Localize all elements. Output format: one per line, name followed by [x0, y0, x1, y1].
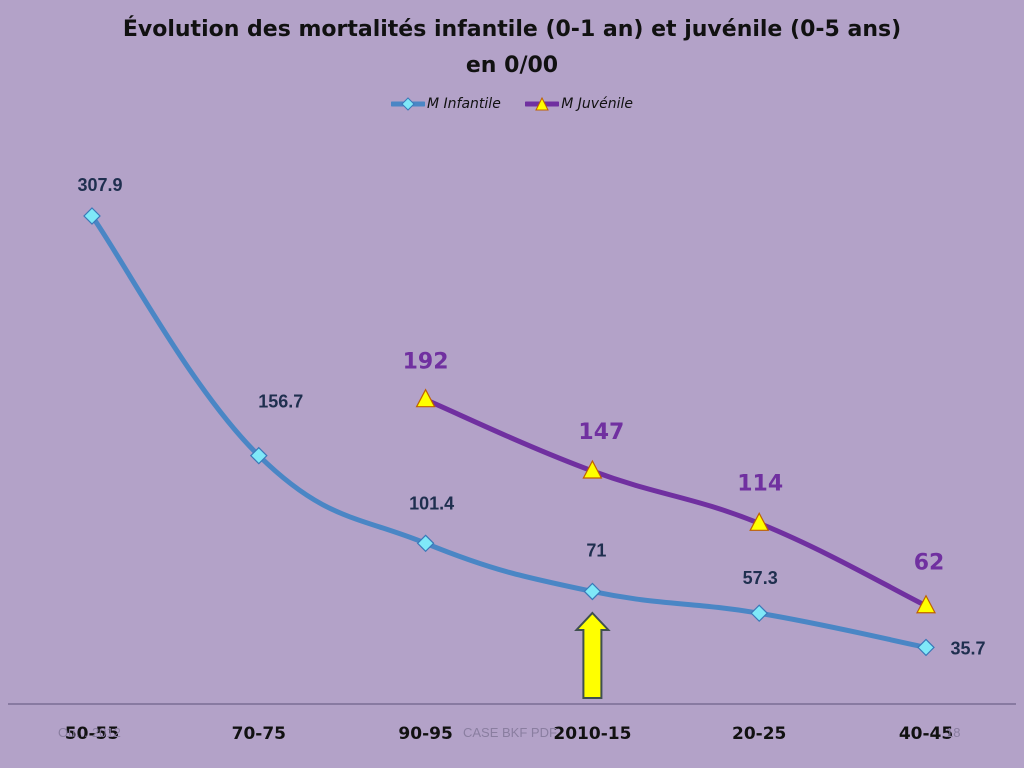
- data-point-juvenile: [916, 594, 936, 614]
- data-label-juvenile: 192: [403, 350, 449, 375]
- x-tick-label: 70-75: [232, 724, 286, 744]
- data-point-infantile: [917, 638, 935, 657]
- chart-title-line2: en 0/00: [465, 53, 559, 78]
- legend-label-infantile: M Infantile: [427, 96, 501, 112]
- footer-date: Ou… 2012: [58, 725, 121, 740]
- data-point-juvenile: [749, 512, 770, 531]
- legend-item-juvenile: M Juvénile: [525, 96, 633, 112]
- data-label-infantile: 35.7: [950, 638, 985, 658]
- legend-label-juvenile: M Juvénile: [561, 96, 633, 112]
- footer-page-number: 18: [946, 725, 961, 740]
- x-tick-label: 20-25: [732, 724, 786, 744]
- data-label-infantile: 71: [586, 540, 606, 560]
- arrow-up-icon: [574, 611, 611, 699]
- legend-item-infantile: M Infantile: [391, 96, 501, 112]
- footer-source: CASE BKF PDF: [463, 725, 557, 740]
- data-point-juvenile: [582, 459, 603, 479]
- data-label-juvenile: 147: [578, 420, 624, 445]
- legend-swatch-juvenile: [525, 96, 560, 111]
- series-line-infantile: [89, 213, 929, 650]
- data-point-infantile: [583, 582, 602, 601]
- data-point-juvenile: [415, 388, 436, 408]
- data-point-infantile: [416, 534, 435, 553]
- data-label-infantile: 57.3: [743, 568, 778, 588]
- chart-title: Évolution des mortalités infantile (0-1 …: [0, 12, 1024, 84]
- series-line-juvenile: [423, 397, 929, 609]
- data-point-infantile: [249, 446, 268, 465]
- x-tick-label: 40-45: [899, 724, 953, 744]
- data-point-infantile: [83, 207, 101, 225]
- chart-legend: M Infantile M Juvénile: [0, 96, 1024, 116]
- data-label-juvenile: 62: [914, 551, 945, 576]
- data-label-juvenile: 114: [737, 471, 783, 496]
- data-label-infantile: 156.7: [258, 392, 303, 412]
- data-label-infantile: 307.9: [77, 175, 122, 195]
- x-tick-label: 50-55: [65, 724, 119, 744]
- data-label-infantile: 101.4: [409, 493, 454, 513]
- legend-swatch-infantile: [391, 97, 426, 111]
- data-point-infantile: [750, 604, 769, 623]
- chart-title-line1: Évolution des mortalités infantile (0-1 …: [122, 17, 902, 42]
- x-tick-label: 90-95: [398, 724, 452, 744]
- x-tick-label: 2010-15: [553, 724, 631, 744]
